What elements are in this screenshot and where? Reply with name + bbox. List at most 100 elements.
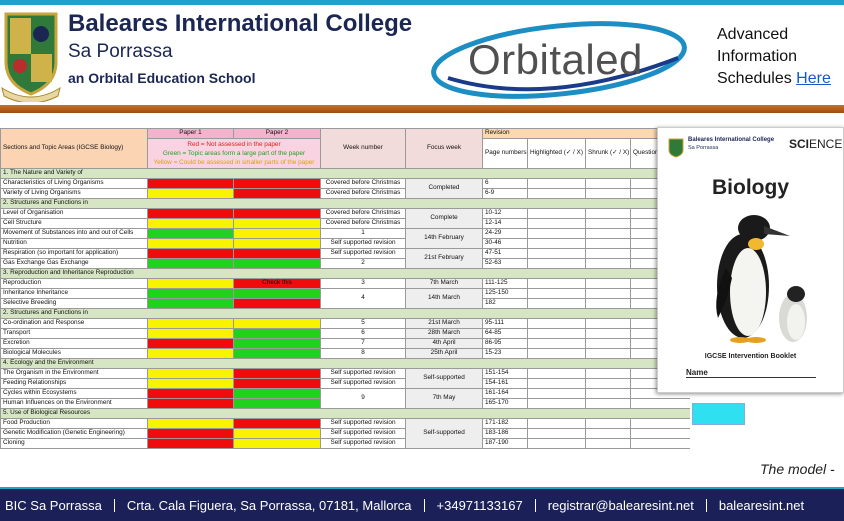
topic: Biological Molecules bbox=[0, 348, 148, 359]
booklet-title: Biology bbox=[712, 176, 789, 199]
empty-cell bbox=[585, 418, 631, 429]
paper1-cell bbox=[147, 208, 234, 219]
week: Self supported revision bbox=[320, 248, 406, 259]
pages: 183-186 bbox=[482, 428, 528, 439]
section-row: 5. Use of Biological Resources bbox=[0, 408, 690, 419]
topic: Level of Organisation bbox=[0, 208, 148, 219]
focus-week: Completed bbox=[405, 178, 483, 199]
empty-cell bbox=[527, 418, 586, 429]
booklet-school: Baleares International College bbox=[688, 137, 775, 143]
topic-row: Food Production Self supported revision Se… bbox=[0, 418, 690, 449]
separator bbox=[423, 498, 425, 512]
topic: Food Production bbox=[0, 418, 148, 429]
empty-cell bbox=[585, 388, 631, 399]
empty-cell bbox=[527, 218, 586, 229]
pages: 52-63 bbox=[482, 258, 528, 269]
empty-cell bbox=[585, 368, 631, 379]
focus-week: 7th May bbox=[405, 388, 483, 409]
empty-cell bbox=[527, 368, 586, 379]
focus-week: Complete bbox=[405, 208, 483, 229]
subject-rest: ENCE bbox=[809, 137, 843, 151]
paper2-cell bbox=[233, 188, 321, 199]
empty-cell bbox=[527, 318, 586, 329]
info-line: Schedules Here bbox=[717, 68, 831, 90]
empty-cell bbox=[527, 278, 586, 289]
pages: 47-51 bbox=[482, 248, 528, 259]
top-bar bbox=[0, 0, 844, 5]
topic-row: Gas Exchange Gas Exchange 2 52-63 bbox=[0, 258, 690, 269]
topic-row: Genetic Modification (Genetic Engineerin… bbox=[0, 428, 690, 439]
paper2-cell: Check this bbox=[233, 278, 321, 289]
focus-week: 28th March bbox=[405, 328, 483, 339]
link[interactable]: Here bbox=[796, 70, 831, 87]
topic: Excretion bbox=[0, 338, 148, 349]
pages: 187-190 bbox=[482, 438, 528, 449]
legend-cell: Red = Not assessed in the paper Green = T… bbox=[147, 138, 321, 169]
focus-week: 21st March bbox=[405, 318, 483, 329]
topic-row: Co-ordination and Response 5 21st March 95-… bbox=[0, 318, 690, 329]
empty-cell bbox=[527, 248, 586, 259]
focus-week: Self-supported bbox=[405, 368, 483, 389]
booklet-cover: Baleares International College Sa Porras… bbox=[657, 127, 844, 393]
empty-cell bbox=[527, 378, 586, 389]
paper1-cell bbox=[147, 388, 234, 399]
empty-cell bbox=[585, 228, 631, 239]
legend-line: Red = Not assessed in the paper bbox=[187, 141, 281, 148]
pages: 154-161 bbox=[482, 378, 528, 389]
empty-cell bbox=[585, 208, 631, 219]
empty-cell bbox=[585, 178, 631, 189]
info-text: Advanced Information Schedules Here bbox=[717, 24, 831, 90]
paper2-cell bbox=[233, 218, 321, 229]
topic-row: The Organism in the Environment Self supp… bbox=[0, 368, 690, 389]
paper1-cell bbox=[147, 248, 234, 259]
week: 7 bbox=[320, 338, 406, 349]
topic-row: Variety of Living Organisms Covered befor… bbox=[0, 188, 690, 199]
section-row: 3. Reproduction and Inheritance Reproduc… bbox=[0, 268, 690, 279]
section-label: 2. Structures and Functions in bbox=[0, 308, 690, 319]
topic-row: Nutrition Self supported revision 30-46 bbox=[0, 238, 690, 249]
section-row: 2. Structures and Functions in bbox=[0, 198, 690, 209]
topic-row: Cell Structure Covered before Christmas 12… bbox=[0, 218, 690, 229]
empty-cell bbox=[585, 328, 631, 339]
pages: 6-9 bbox=[482, 188, 528, 199]
pages: 6 bbox=[482, 178, 528, 189]
paper1-cell bbox=[147, 258, 234, 269]
footer: BIC Sa Porrassa Crta. Cala Figuera, Sa P… bbox=[0, 487, 844, 521]
info-line: Information bbox=[717, 48, 798, 65]
paper1-cell bbox=[147, 428, 234, 439]
schedule-table: Sections and Topic Areas (IGCSE Biology)… bbox=[0, 128, 690, 469]
paper2-cell bbox=[233, 388, 321, 399]
header-cell: Highlighted (✓ / X) bbox=[527, 138, 586, 169]
focus-week: Self-supported bbox=[405, 418, 483, 449]
empty-cell bbox=[585, 398, 631, 409]
topic-row: Level of Organisation Covered before Chri… bbox=[0, 208, 690, 229]
separator bbox=[113, 498, 115, 512]
pages: 165-170 bbox=[482, 398, 528, 409]
info-line: Advanced bbox=[717, 26, 789, 43]
footer-item: balearesint.net bbox=[718, 497, 805, 513]
pages: 24-29 bbox=[482, 228, 528, 239]
paper1-cell bbox=[147, 348, 234, 359]
empty-cell bbox=[527, 338, 586, 349]
paper2-cell bbox=[233, 378, 321, 389]
paper1-cell bbox=[147, 218, 234, 229]
paper1-cell bbox=[147, 318, 234, 329]
paper1-cell bbox=[147, 438, 234, 449]
topic: Co-ordination and Response bbox=[0, 318, 148, 329]
focus-week: 4th April bbox=[405, 338, 483, 349]
footer-item: BIC Sa Porrassa bbox=[5, 497, 102, 513]
topic: Nutrition bbox=[0, 238, 148, 249]
empty-cell bbox=[585, 348, 631, 359]
empty-cell bbox=[527, 298, 586, 309]
paper1-cell bbox=[147, 338, 234, 349]
topic: Human Influences on the Environment bbox=[0, 398, 148, 409]
paper1-cell bbox=[147, 378, 234, 389]
empty-cell bbox=[527, 388, 586, 399]
empty-cell bbox=[527, 328, 586, 339]
penguins bbox=[716, 215, 807, 343]
topic: Respiration (so important for applicatio… bbox=[0, 248, 148, 259]
separator bbox=[534, 498, 536, 512]
topic: Inheritance Inheritance bbox=[0, 288, 148, 299]
empty-cell bbox=[585, 278, 631, 289]
section-label: 5. Use of Biological Resources bbox=[0, 408, 690, 419]
